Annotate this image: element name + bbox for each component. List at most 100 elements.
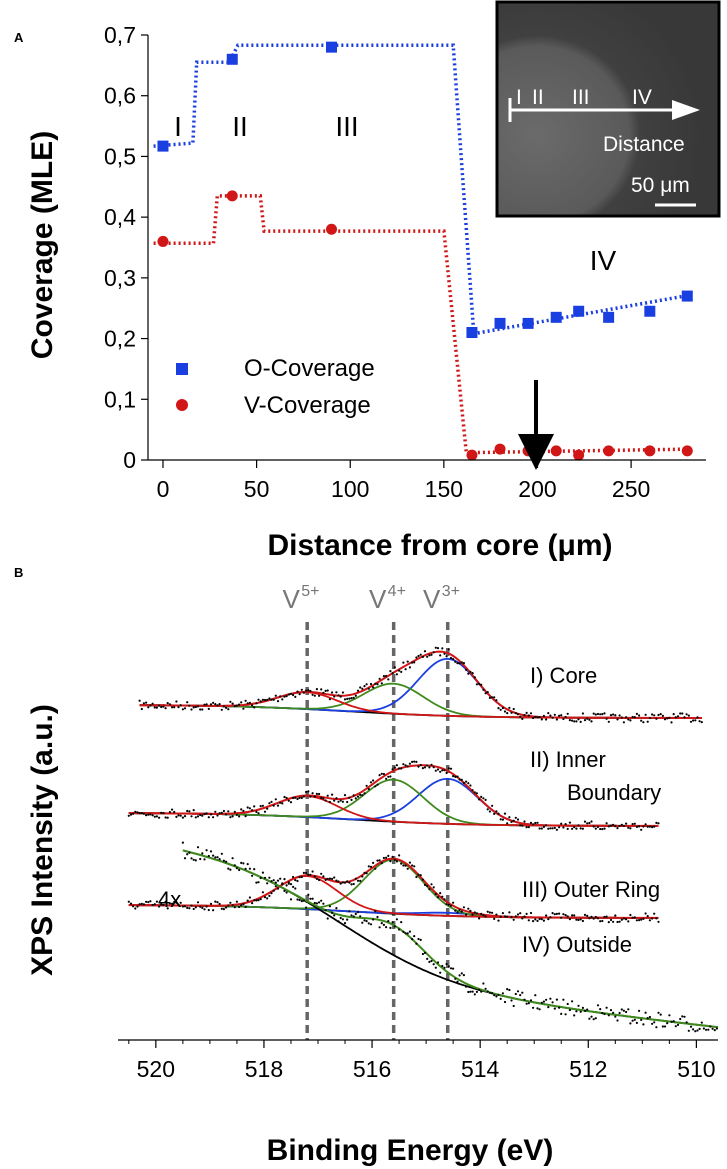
raw-data-point — [359, 793, 362, 797]
raw-data-point — [313, 901, 316, 905]
raw-data-point — [333, 799, 336, 802]
raw-data-point — [501, 992, 504, 995]
raw-data-point — [199, 857, 202, 861]
raw-data-point — [607, 1014, 610, 1017]
raw-data-point — [231, 815, 234, 818]
raw-data-point — [201, 708, 204, 711]
raw-data-point — [188, 704, 191, 707]
raw-data-point — [179, 901, 182, 904]
raw-data-point — [341, 918, 344, 921]
raw-data-point — [599, 713, 602, 716]
raw-data-point — [149, 704, 152, 707]
b-x-tick-label: 512 — [569, 1056, 607, 1082]
raw-data-point — [190, 708, 193, 711]
raw-data-point — [175, 700, 178, 703]
raw-data-point — [285, 884, 288, 887]
raw-data-point — [460, 910, 463, 913]
raw-data-point — [361, 794, 364, 797]
raw-data-point — [406, 765, 409, 768]
raw-data-point — [391, 921, 394, 924]
raw-data-point — [328, 905, 331, 908]
raw-data-point — [588, 1017, 591, 1020]
raw-data-point — [612, 713, 615, 716]
raw-data-point — [287, 799, 290, 802]
raw-data-point — [218, 812, 221, 815]
raw-data-point — [551, 827, 554, 830]
spectrum-4 — [181, 841, 719, 1033]
raw-data-point — [229, 816, 232, 819]
raw-data-point — [266, 698, 269, 702]
raw-data-point — [326, 794, 329, 797]
b-label-core: I) Core — [530, 663, 597, 688]
raw-data-point — [536, 919, 539, 923]
raw-data-point — [460, 972, 463, 975]
raw-data-point — [493, 696, 496, 699]
raw-data-point — [328, 698, 331, 701]
raw-data-point — [542, 825, 546, 829]
raw-data-point — [707, 1028, 710, 1031]
raw-data-point — [257, 881, 260, 884]
raw-data-point — [298, 876, 301, 879]
raw-data-point — [350, 798, 353, 802]
chart-a: 0 0,1 0,2 0,3 0,4 0,5 0,6 0,7 0 50 100 150 200 250 — [104, 22, 706, 502]
raw-data-point — [499, 818, 502, 821]
raw-data-point — [298, 693, 301, 696]
raw-data-point — [257, 899, 260, 902]
raw-data-point — [668, 1014, 671, 1017]
raw-data-point — [289, 801, 293, 804]
raw-data-point — [192, 809, 195, 812]
raw-data-point — [683, 1015, 686, 1018]
v4plus-fit — [182, 849, 719, 1029]
raw-data-point — [601, 1012, 604, 1015]
raw-data-point — [694, 1030, 697, 1033]
raw-data-point — [283, 795, 286, 799]
raw-data-point — [465, 668, 468, 671]
raw-data-point — [478, 917, 481, 920]
a-region-label-III: III — [335, 111, 358, 142]
raw-data-point — [640, 918, 643, 921]
raw-data-point — [635, 1021, 639, 1024]
raw-data-point — [475, 912, 478, 915]
raw-data-point — [681, 1015, 684, 1018]
raw-data-point — [475, 990, 478, 994]
raw-data-point — [220, 907, 223, 910]
raw-data-point — [214, 703, 217, 706]
raw-data-point — [512, 918, 515, 921]
raw-data-point — [646, 915, 649, 918]
raw-data-point — [521, 824, 524, 827]
a-x-tick-label: 150 — [425, 476, 463, 502]
raw-data-point — [238, 703, 241, 706]
ref-line-label: V — [369, 584, 387, 614]
raw-data-point — [421, 655, 424, 659]
raw-data-point — [395, 860, 398, 863]
raw-data-point — [439, 971, 442, 974]
raw-data-point — [307, 790, 310, 793]
a-x-tick-label: 50 — [244, 476, 270, 502]
raw-data-point — [480, 795, 483, 799]
raw-data-point — [196, 846, 200, 849]
raw-data-point — [609, 918, 613, 922]
raw-data-point — [596, 1004, 600, 1007]
raw-data-point — [471, 990, 474, 993]
raw-data-point — [417, 937, 420, 941]
raw-data-point — [648, 825, 652, 828]
raw-data-point — [194, 705, 197, 709]
a-y-tick-label: 0,3 — [104, 265, 136, 291]
raw-data-point — [631, 1019, 634, 1022]
raw-data-point — [577, 824, 580, 827]
raw-data-point — [540, 918, 543, 921]
raw-data-point — [417, 765, 420, 768]
ref-line-label: V — [423, 584, 441, 614]
raw-data-point — [179, 704, 182, 707]
raw-data-point — [311, 897, 314, 900]
raw-data-point — [512, 1004, 515, 1008]
raw-data-point — [590, 915, 593, 919]
raw-data-point — [419, 763, 422, 767]
raw-data-point — [447, 648, 450, 651]
raw-data-point — [558, 1006, 561, 1009]
raw-data-point — [555, 718, 559, 721]
raw-data-point — [547, 918, 550, 921]
raw-data-point — [199, 708, 202, 711]
raw-data-point — [389, 926, 392, 930]
raw-data-point — [207, 854, 210, 858]
